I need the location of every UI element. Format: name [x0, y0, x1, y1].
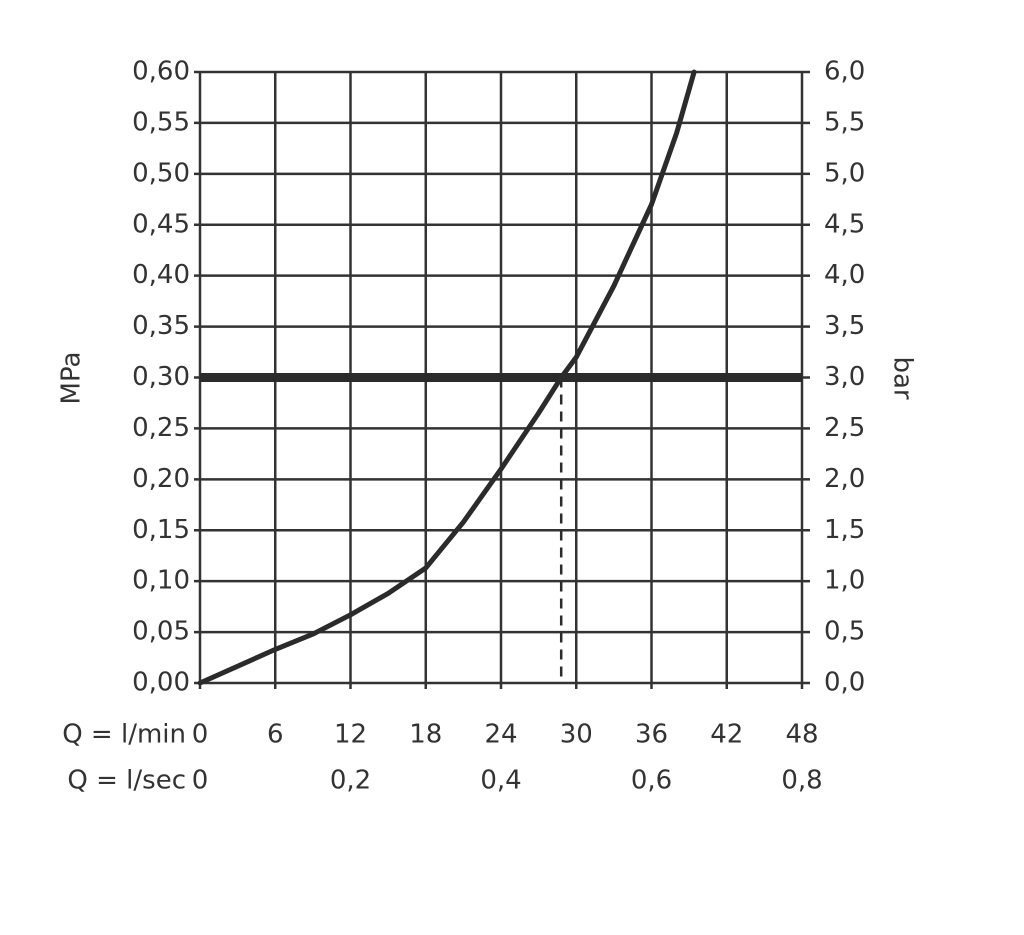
y2-tick-label: 0,5 [824, 617, 865, 647]
x2-tick-label: 0,8 [781, 766, 822, 796]
y2-tick-label: 5,5 [824, 107, 865, 137]
y-tick-label: 0,10 [132, 566, 190, 596]
y2-tick-label: 3,5 [824, 311, 865, 341]
y2-tick-label: 3,0 [824, 362, 865, 392]
x-axis-title: Q = l/min [62, 720, 186, 750]
y2-axis-title: bar [888, 356, 918, 399]
y2-tick-label: 5,0 [824, 158, 865, 188]
y-tick-label: 0,30 [132, 362, 190, 392]
y-tick-label: 0,60 [132, 57, 190, 87]
y-tick-label: 0,20 [132, 464, 190, 494]
x-tick-label: 24 [484, 720, 517, 750]
x-tick-label: 18 [409, 720, 442, 750]
x-tick-label: 12 [334, 720, 367, 750]
y2-tick-label: 2,0 [824, 464, 865, 494]
y-tick-label: 0,55 [132, 107, 190, 137]
x2-tick-label: 0,6 [631, 766, 672, 796]
y2-tick-label: 0,0 [824, 668, 865, 698]
x-tick-label: 48 [785, 720, 818, 750]
y-tick-label: 0,40 [132, 260, 190, 290]
y-tick-label: 0,50 [132, 158, 190, 188]
x2-tick-label: 0,2 [330, 766, 371, 796]
x2-tick-label: 0,4 [480, 766, 521, 796]
y2-tick-label: 2,5 [824, 413, 865, 443]
y2-tick-label: 1,0 [824, 566, 865, 596]
x-tick-label: 0 [192, 720, 209, 750]
y-tick-label: 0,45 [132, 209, 190, 239]
x-tick-label: 42 [710, 720, 743, 750]
y2-tick-label: 1,5 [824, 515, 865, 545]
x2-tick-label: 0 [192, 766, 209, 796]
y-tick-label: 0,25 [132, 413, 190, 443]
x-tick-label: 6 [267, 720, 284, 750]
y2-tick-label: 4,0 [824, 260, 865, 290]
y-tick-label: 0,15 [132, 515, 190, 545]
x-tick-label: 30 [560, 720, 593, 750]
y-axis-title: MPa [57, 352, 87, 405]
x2-axis-title: Q = l/sec [67, 766, 186, 796]
y-tick-label: 0,35 [132, 311, 190, 341]
y-tick-label: 0,05 [132, 617, 190, 647]
x-tick-label: 36 [635, 720, 668, 750]
y-tick-label: 0,00 [132, 668, 190, 698]
y2-tick-label: 6,0 [824, 57, 865, 87]
curve [197, 69, 697, 686]
y2-tick-label: 4,5 [824, 209, 865, 239]
